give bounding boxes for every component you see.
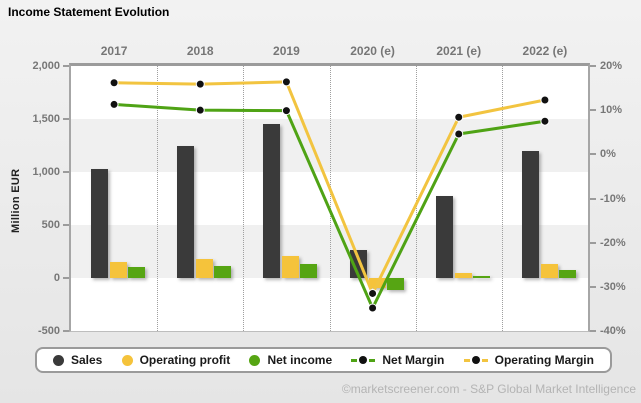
right-axis-tick-label: 0%: [600, 148, 616, 161]
left-axis-tick-label: 0: [53, 272, 60, 284]
legend-item-net-income[interactable]: Net income: [249, 353, 332, 367]
legend-label: Sales: [71, 353, 103, 367]
vertical-gridline: [243, 66, 245, 331]
left-axis-tick: [63, 330, 69, 332]
right-axis-tick-label: 10%: [600, 104, 623, 117]
bar-sales-2018[interactable]: [177, 146, 195, 278]
right-axis-tick: [590, 330, 596, 332]
operating-margin-point-2018[interactable]: [195, 79, 205, 89]
left-axis-tick-label: 2,000: [32, 60, 60, 72]
attribution-text: ©marketscreener.com - S&P Global Market …: [341, 382, 636, 396]
net-margin-line-marker-icon: [351, 356, 376, 364]
right-axis-tick: [590, 65, 596, 67]
legend-label: Operating profit: [139, 353, 231, 367]
bar-net-income-2017[interactable]: [128, 266, 145, 278]
left-axis-tick: [63, 118, 69, 120]
net-margin-point-2017[interactable]: [109, 99, 119, 109]
bar-net-income-2022-e[interactable]: [558, 270, 576, 278]
x-axis-label-2018: 2018: [186, 44, 214, 58]
net-margin-point-2018[interactable]: [195, 105, 205, 115]
bar-operating-profit-2019[interactable]: [282, 255, 300, 278]
vertical-gridline: [415, 66, 417, 331]
sales-swatch-icon: [53, 354, 64, 366]
vertical-gridline: [501, 66, 503, 331]
bar-net-income-2021-e[interactable]: [472, 275, 490, 278]
bar-operating-profit-2017[interactable]: [110, 261, 127, 278]
bar-sales-2019[interactable]: [263, 124, 281, 278]
legend-label: Operating Margin: [494, 353, 594, 367]
chart-title: Income Statement Evolution: [8, 5, 170, 19]
bar-sales-2022-e[interactable]: [521, 151, 539, 278]
right-axis-tick-label: -30%: [600, 280, 626, 293]
net-margin-point-2021-e[interactable]: [454, 129, 464, 139]
right-axis-tick-label: 20%: [600, 60, 623, 72]
operating-margin-line-marker-icon: [463, 356, 488, 364]
operating-margin-point-2017[interactable]: [109, 78, 119, 88]
left-axis-tick: [63, 277, 69, 279]
operating-profit-swatch-icon: [121, 354, 133, 366]
left-axis-tick-label: -500: [37, 325, 60, 337]
bar-operating-profit-2021-e[interactable]: [454, 273, 472, 278]
net-income-swatch-icon: [249, 354, 261, 366]
bar-operating-profit-2022-e[interactable]: [540, 264, 558, 278]
left-axis-tick: [63, 65, 69, 67]
legend-item-sales[interactable]: Sales: [53, 353, 102, 367]
legend-label: Net Margin: [382, 353, 445, 367]
net-margin-point-2019[interactable]: [281, 106, 291, 116]
right-axis-tick: [590, 241, 596, 244]
x-axis-label-2017: 2017: [100, 44, 128, 58]
legend: Sales Operating profit Net income Net Margi…: [35, 347, 612, 373]
left-axis-tick-label: 500: [41, 219, 60, 231]
x-axis-label-2022-e: 2022 (e): [522, 44, 568, 58]
x-axis-label-2021-e: 2021 (e): [436, 44, 482, 58]
operating-margin-point-2019[interactable]: [281, 77, 291, 87]
left-axis-tick-label: 1,000: [32, 166, 60, 178]
legend-item-operating-margin[interactable]: Operating Margin: [463, 353, 594, 367]
x-axis-label-2019: 2019: [273, 44, 300, 58]
bar-net-income-2018[interactable]: [214, 266, 232, 278]
right-axis-tick: [590, 153, 596, 156]
operating-margin-point-2020-e[interactable]: [368, 288, 378, 298]
bar-net-income-2019[interactable]: [300, 264, 318, 278]
left-axis-tick-label: 1,500: [32, 113, 60, 125]
net-margin-point-2022-e[interactable]: [540, 116, 550, 126]
bar-sales-2017[interactable]: [91, 168, 108, 278]
right-axis-tick-label: -20%: [600, 236, 626, 249]
bar-operating-profit-2018[interactable]: [196, 258, 214, 278]
operating-margin-point-2021-e[interactable]: [454, 112, 464, 122]
net-margin-line: [112, 102, 547, 310]
vertical-gridline: [329, 66, 331, 331]
right-axis-tick-label: -40%: [600, 325, 626, 337]
bar-sales-2021-e[interactable]: [435, 196, 453, 278]
bar-net-income-2020-e[interactable]: [386, 278, 404, 290]
left-axis-tick: [63, 224, 69, 226]
right-axis-tick-label: -10%: [600, 192, 626, 205]
vertical-gridline: [157, 66, 159, 331]
operating-margin-line: [112, 80, 547, 295]
net-margin-point-2020-e[interactable]: [368, 303, 378, 313]
left-axis-tick: [63, 171, 69, 173]
x-axis-label-2020-e: 2020 (e): [350, 44, 395, 58]
legend-item-operating-profit[interactable]: Operating profit: [121, 353, 231, 367]
operating-margin-point-2022-e[interactable]: [540, 95, 550, 105]
right-axis-tick: [590, 285, 596, 288]
right-axis-tick: [590, 197, 596, 200]
right-axis-tick: [590, 109, 596, 112]
lines-layer: [109, 77, 550, 313]
legend-item-net-margin[interactable]: Net Margin: [351, 353, 444, 367]
legend-label: Net income: [267, 353, 333, 367]
